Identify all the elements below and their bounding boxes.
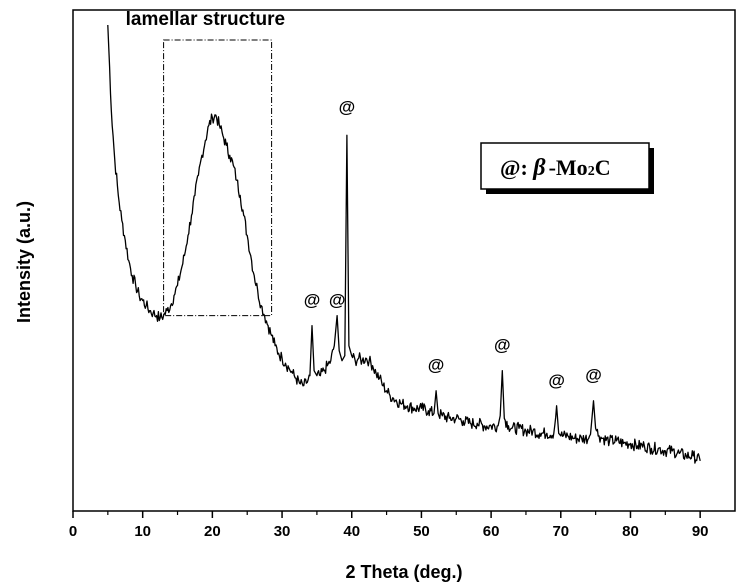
x-tick-label: 10: [134, 523, 151, 540]
plot-border: [72, 9, 736, 512]
peak-marker-label: @: [494, 336, 511, 355]
legend-mo: -Mo: [549, 155, 588, 180]
x-tick-label: 80: [622, 523, 639, 540]
x-tick-label: 0: [69, 523, 77, 540]
peak-marker-label: @: [329, 291, 346, 310]
peak-marker-label: @: [585, 366, 602, 385]
legend-entry: @: β -Mo2C: [500, 155, 611, 181]
xrd-series-line: [107, 24, 701, 464]
legend-beta-symbol: β: [532, 155, 546, 181]
peak-marker-label: @: [548, 371, 565, 390]
legend: @: β -Mo2C: [480, 142, 654, 194]
peak-marker-label: @: [304, 291, 321, 310]
y-axis-label: Intensity (a.u.): [14, 201, 34, 323]
legend-c: C: [595, 155, 611, 180]
region-annotation-label: lamellar structure: [126, 9, 285, 30]
x-tick-label: 90: [692, 523, 709, 540]
x-tick-label: 50: [413, 523, 430, 540]
lamellar-region: [163, 39, 273, 317]
x-axis-ticks: 0 10 20 30 40 50 60 70 80 90: [69, 511, 709, 540]
x-tick-label: 30: [274, 523, 291, 540]
region-box: [163, 39, 273, 317]
annotations-layer: lamellar structure @ @ @ @ @ @ @: [126, 9, 602, 390]
x-tick-label: 60: [483, 523, 500, 540]
x-axis-label: 2 Theta (deg.): [345, 562, 462, 582]
peak-marker-label: @: [339, 98, 356, 117]
legend-box: [480, 142, 650, 190]
plot-frame: [72, 9, 736, 512]
x-tick-label: 20: [204, 523, 221, 540]
series-layer: [107, 24, 701, 464]
peak-marker-label: @: [428, 356, 445, 375]
x-tick-label: 40: [343, 523, 360, 540]
legend-prefix: @:: [500, 155, 533, 180]
x-tick-label: 70: [552, 523, 569, 540]
legend-subscript: 2: [588, 164, 595, 179]
